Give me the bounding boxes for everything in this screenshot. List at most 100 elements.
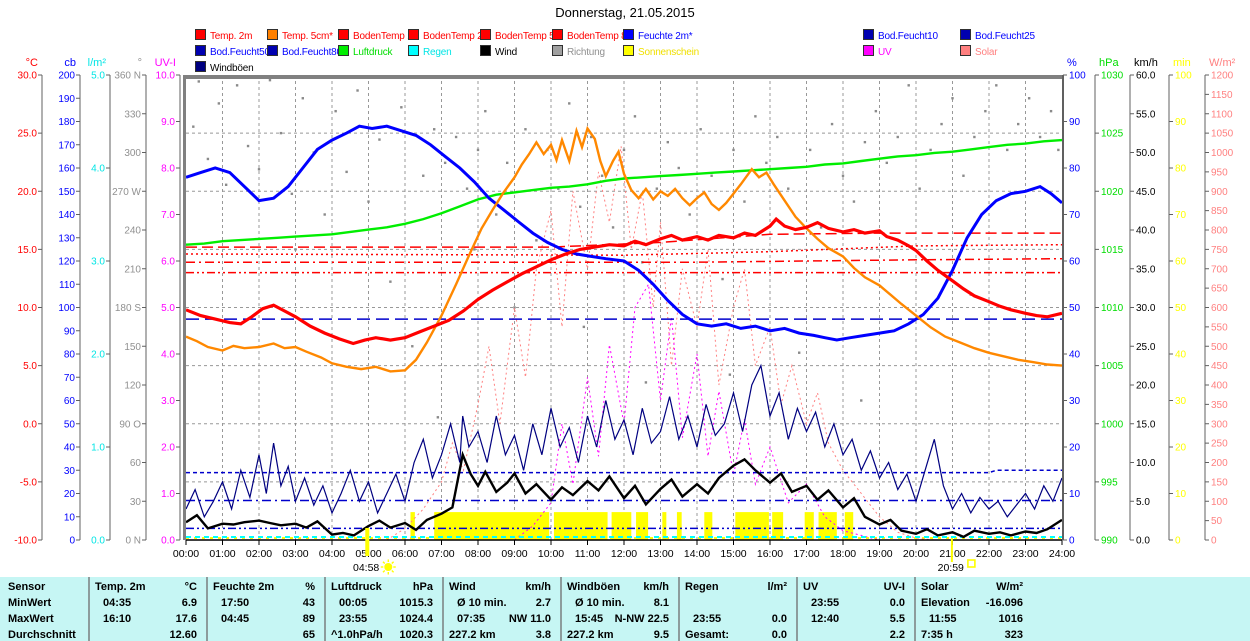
scatter-point-richtung xyxy=(1017,122,1020,126)
table-cell-time: 16:10 xyxy=(103,613,132,625)
axis-tick-label: 950 xyxy=(1211,167,1228,178)
sunshine-bar xyxy=(818,512,837,540)
table-col-unit: km/h xyxy=(525,581,551,593)
scatter-point-richtung xyxy=(279,131,283,135)
axis-tick-label: 70 xyxy=(1069,210,1081,221)
axis-tick-label: 150 xyxy=(58,187,75,198)
scatter-point-richtung xyxy=(860,399,863,402)
axis-tick-label: 700 xyxy=(1211,264,1228,275)
axis-tick-label: 0.0 xyxy=(23,419,37,430)
axis-tick-label: 140 xyxy=(58,210,75,221)
axis-tick-label: 60.0 xyxy=(1136,71,1156,82)
legend-label: Richtung xyxy=(567,47,605,58)
legend-label: Bod.Feucht25 xyxy=(975,31,1035,42)
scatter-point-richtung xyxy=(1049,109,1053,113)
scatter-point-richtung xyxy=(301,97,304,100)
scatter-point-richtung xyxy=(589,135,593,139)
axis-tick-label: 210 xyxy=(124,264,141,275)
sunshine-bar xyxy=(804,512,814,540)
series-line-temp-2m xyxy=(185,216,1063,346)
axis-tick-label: 20 xyxy=(64,489,76,500)
axis-tick-label: 180 S xyxy=(115,303,141,314)
table-col-header: Wind xyxy=(449,581,476,593)
table-cell-value: 12.60 xyxy=(169,629,197,641)
axis-tick-label: 3.0 xyxy=(161,396,175,407)
axis-tick-label: 995 xyxy=(1101,477,1118,488)
legend-item-luftdruck: Luftdruck xyxy=(338,45,393,58)
table-cell-value: 43 xyxy=(302,597,315,609)
legend-item-sonnenschein: Sonnenschein xyxy=(623,45,699,58)
legend-item-bod-feucht50: Bod.Feucht50 xyxy=(195,45,270,58)
axis-tick-label: 400 xyxy=(1211,381,1228,392)
table-col-header: Regen xyxy=(685,581,719,593)
axis-tick-label: 270 W xyxy=(112,187,141,198)
table-col-unit: W/m² xyxy=(996,581,1023,593)
axis-tick-label: 650 xyxy=(1211,284,1228,295)
axis-tick-label: 60 xyxy=(130,458,142,469)
axis-tick-label: 9.0 xyxy=(161,117,175,128)
legend-item-bodentemp-10: BodenTemp 10 xyxy=(338,29,418,42)
legend-item-windboen: Windböen xyxy=(195,61,254,74)
table-cell-time: 7:35 h xyxy=(921,629,953,641)
table-col-unit: km/h xyxy=(643,581,669,593)
scatter-point-richtung xyxy=(465,187,469,190)
scatter-point-richtung xyxy=(235,84,239,87)
legend-item-bodentemp-25: BodenTemp 25 xyxy=(408,29,488,42)
scatter-point-richtung xyxy=(688,213,691,216)
axis-tick-label: 600 xyxy=(1211,303,1228,314)
table-cell-time: Ø 10 min. xyxy=(575,597,625,609)
axis-tick-label: 30.0 xyxy=(1136,303,1156,314)
axis-unit-label: cb xyxy=(64,57,76,69)
scatter-point-richtung xyxy=(345,170,348,174)
sunshine-bar xyxy=(636,512,649,540)
axis-tick-label: 100 xyxy=(1069,71,1086,82)
legend-swatch-icon xyxy=(267,45,278,56)
axis-tick-label: 25.0 xyxy=(18,129,38,140)
series-line-bodentemp-50 xyxy=(186,257,1063,263)
scatter-point-richtung xyxy=(907,84,910,87)
scatter-point-richtung xyxy=(874,109,878,113)
axis-tick-label: 5.0 xyxy=(1136,497,1150,508)
legend-swatch-icon xyxy=(960,29,971,40)
x-axis-label: 00:00 xyxy=(173,548,199,560)
sunshine-bar xyxy=(553,512,608,540)
legend-swatch-icon xyxy=(480,29,491,40)
axis-tick-label: 450 xyxy=(1211,361,1228,372)
axis-tick-label: 4.0 xyxy=(91,164,105,175)
axis-tick-label: 550 xyxy=(1211,322,1228,333)
scatter-point-richtung xyxy=(356,89,359,92)
sunrise-sun-icon xyxy=(384,563,393,571)
table-cell-time: 04:35 xyxy=(103,597,132,609)
scatter-point-richtung xyxy=(644,381,648,384)
axis-tick-label: 55.0 xyxy=(1136,109,1156,120)
legend-item-temp-2m: Temp. 2m xyxy=(195,29,253,42)
legend-label: Temp. 2m xyxy=(210,31,253,42)
legend-swatch-icon xyxy=(863,29,874,40)
axis-unit-label: ° xyxy=(138,57,142,69)
axis-tick-label: 90 xyxy=(64,326,76,337)
scatter-point-richtung xyxy=(422,174,425,177)
scatter-point-richtung xyxy=(743,200,746,203)
scatter-point-richtung xyxy=(940,122,943,126)
axis-unit-label: min xyxy=(1173,57,1191,69)
axis-tick-label: 10.0 xyxy=(18,303,38,314)
x-axis-label: 22:00 xyxy=(976,548,1002,560)
axis-tick-label: 150 xyxy=(1211,477,1228,488)
scatter-point-richtung xyxy=(557,187,560,190)
table-cell-time: 11:55 xyxy=(929,613,957,625)
axis-tick-label: 40 xyxy=(64,443,76,454)
table-cell-time: 23:55 xyxy=(339,613,368,625)
axis-tick-label: 5.0 xyxy=(23,361,37,372)
scatter-point-richtung xyxy=(197,80,200,83)
table-cell-value: 2.7 xyxy=(535,597,551,609)
legend-item-uv: UV xyxy=(863,45,892,58)
axis-unit-label: hPa xyxy=(1099,57,1119,69)
table-cell-time: ^1.0hPa/h xyxy=(331,629,383,641)
table-cell-value: 2.2 xyxy=(889,629,905,641)
axis-tick-label: 1030 xyxy=(1101,71,1124,82)
table-cell-value: 65 xyxy=(302,629,315,641)
scatter-point-richtung xyxy=(246,144,250,148)
legend-label: Windböen xyxy=(210,63,254,74)
axis-tick-label: 0 xyxy=(1069,536,1075,547)
